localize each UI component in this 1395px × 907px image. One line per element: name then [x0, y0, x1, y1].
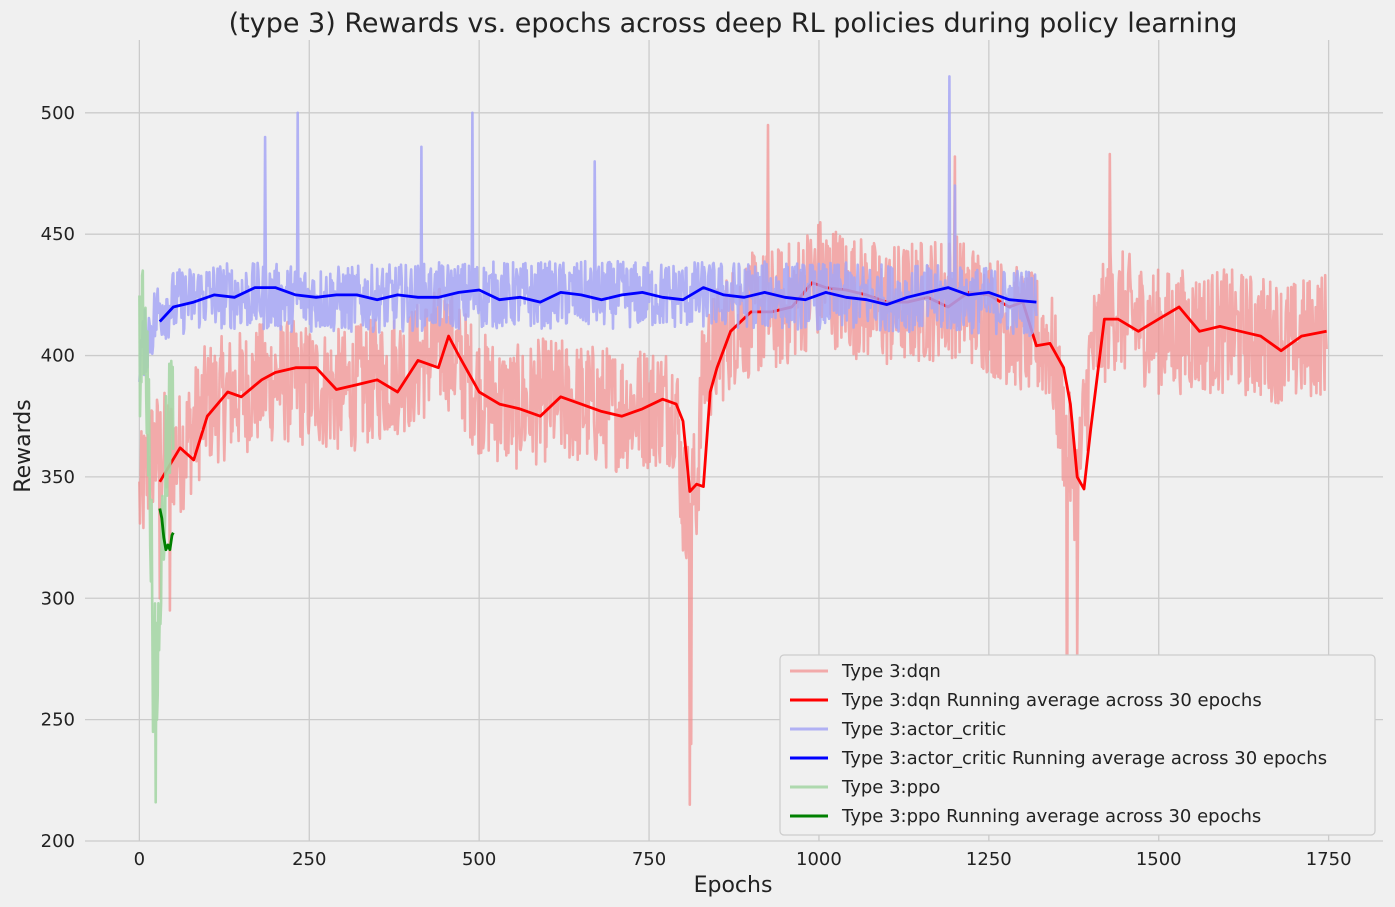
legend-label-1: Type 3:dqn Running average across 30 epo… [841, 690, 1262, 711]
y-tick-label: 450 [41, 224, 75, 245]
y-tick-label: 300 [41, 588, 75, 609]
legend-label-2: Type 3:actor_critic [841, 719, 1006, 740]
series-line-3 [158, 286, 1037, 323]
legend-box [779, 654, 1376, 836]
y-tick-label: 250 [41, 710, 75, 731]
series-line-4 [138, 269, 175, 804]
y-tick-label: 500 [41, 103, 75, 124]
y-axis-label: Rewards [11, 399, 36, 492]
y-tick-label: 400 [41, 346, 75, 367]
legend-label-4: Type 3:ppo [841, 777, 940, 798]
x-tick-label: 500 [462, 849, 496, 870]
chart-title: (type 3) Rewards vs. epochs across deep … [229, 8, 1238, 39]
legend-label-5: Type 3:ppo Running average across 30 epo… [841, 806, 1261, 827]
y-tick-label: 350 [41, 467, 75, 488]
x-tick-label: 1000 [796, 849, 842, 870]
x-axis-label: Epochs [694, 873, 773, 898]
x-tick-label: 1750 [1306, 849, 1352, 870]
x-tick-label: 1250 [966, 849, 1012, 870]
series-layer [138, 75, 1328, 818]
legend-label-0: Type 3:dqn [841, 661, 941, 682]
series-line-5 [158, 508, 175, 552]
legend: Type 3:dqn Type 3:dqn Running average acr… [779, 654, 1376, 836]
x-tick-label: 250 [292, 849, 326, 870]
x-tick-label: 0 [134, 849, 145, 870]
series-line-2 [138, 75, 1038, 383]
x-tick-label: 1500 [1136, 849, 1182, 870]
ticks: 0 250 500 750 1000 1250 1500 1750 200 250 300 350 40… [41, 103, 1352, 870]
y-tick-label: 200 [41, 831, 75, 852]
series-line-1 [158, 281, 1327, 493]
legend-label-3: Type 3:actor_critic Running average acro… [841, 748, 1327, 769]
x-tick-label: 750 [632, 849, 666, 870]
